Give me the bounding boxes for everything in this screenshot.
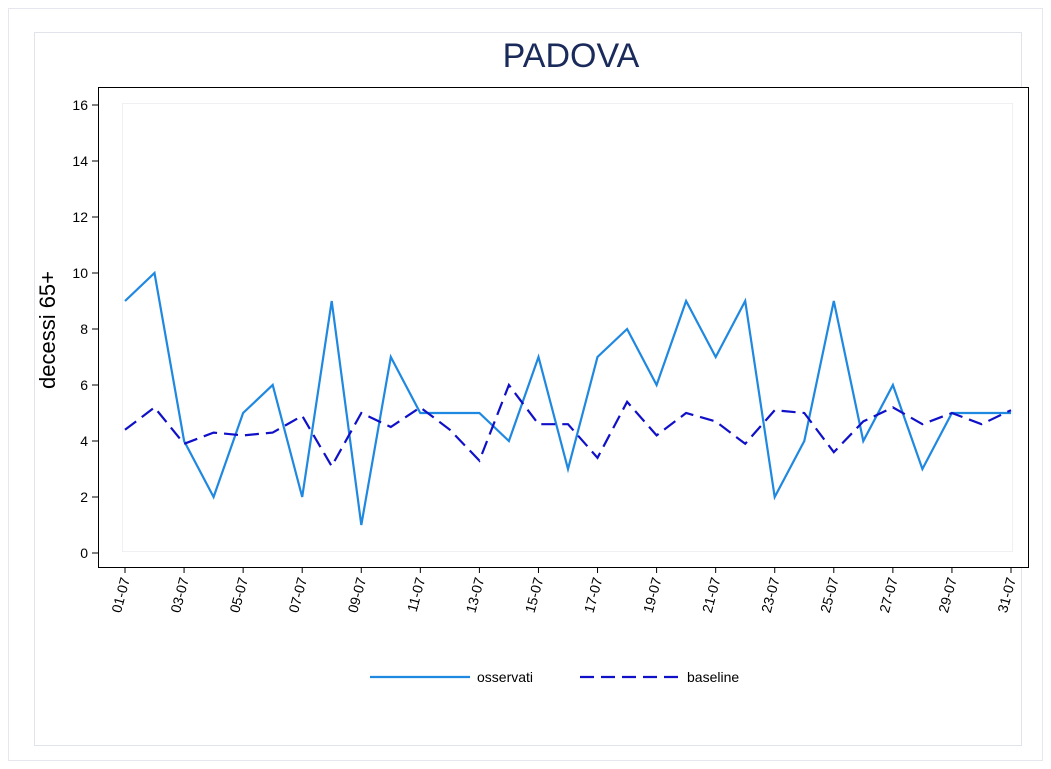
legend-label: osservati bbox=[477, 669, 533, 685]
y-tick-label: 14 bbox=[72, 153, 88, 169]
y-tick-label: 10 bbox=[72, 265, 88, 281]
y-tick-label: 16 bbox=[72, 97, 88, 113]
y-tick-label: 6 bbox=[80, 377, 88, 393]
y-tick-label: 12 bbox=[72, 209, 88, 225]
series-line bbox=[124, 270, 1011, 526]
plot-area bbox=[122, 103, 1013, 552]
legend-label: baseline bbox=[687, 669, 739, 685]
chart-title: PADOVA bbox=[503, 37, 640, 75]
y-tick-label: 8 bbox=[80, 321, 88, 337]
y-tick-label: 2 bbox=[80, 489, 88, 505]
y-tick-label: 4 bbox=[80, 433, 88, 449]
series-line bbox=[124, 382, 1012, 469]
y-tick-label: 0 bbox=[80, 545, 88, 561]
y-axis-label: decessi 65+ bbox=[35, 271, 60, 389]
